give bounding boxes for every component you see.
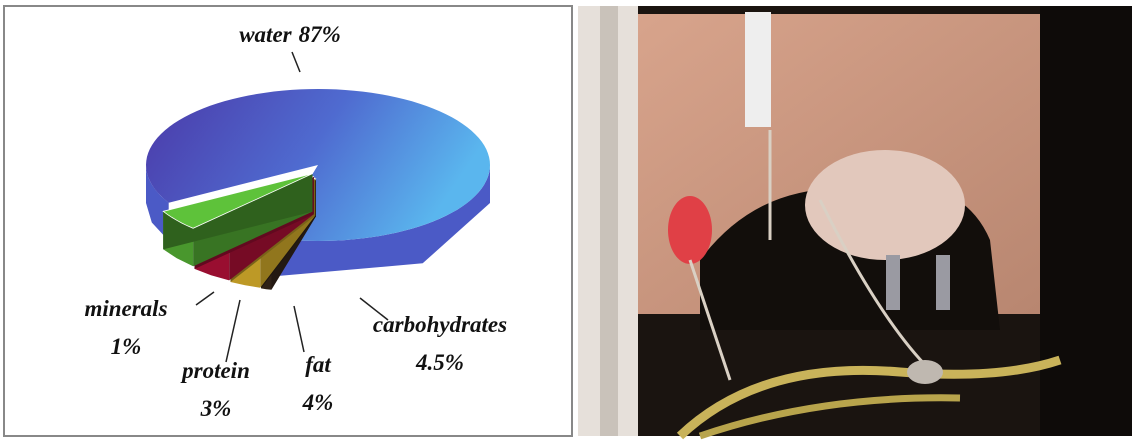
- pie-slice-cut: [163, 173, 313, 250]
- value-label: 87%: [299, 22, 341, 47]
- pie-label: water 87%: [239, 22, 341, 47]
- value-label: 1%: [111, 334, 142, 359]
- category-label: carbohydrates: [373, 312, 507, 337]
- photo: [578, 6, 1132, 440]
- category-label: fat: [305, 352, 331, 377]
- category-label: protein: [180, 358, 250, 383]
- category-label: water: [239, 22, 292, 47]
- pie-label: fat 4%: [302, 352, 334, 415]
- value-label: 4%: [302, 390, 334, 415]
- pie-label: protein 3%: [180, 358, 250, 421]
- pie-slice: [162, 173, 313, 229]
- pie-slice: [146, 89, 490, 241]
- pie-slice-side: [146, 165, 169, 241]
- pie-chart: [146, 89, 490, 290]
- pie-slice-side: [273, 165, 490, 277]
- value-label: 3%: [200, 396, 232, 421]
- pie-label: carbohydrates 4.5%: [373, 312, 507, 375]
- pie-labels: water 87% minerals 1% protein 3% fat 4% carbohyd…: [84, 22, 507, 421]
- leader-lines: [195, 51, 389, 363]
- value-label: 4.5%: [415, 350, 464, 375]
- pie-label: minerals 1%: [84, 296, 167, 359]
- category-label: minerals: [84, 296, 167, 321]
